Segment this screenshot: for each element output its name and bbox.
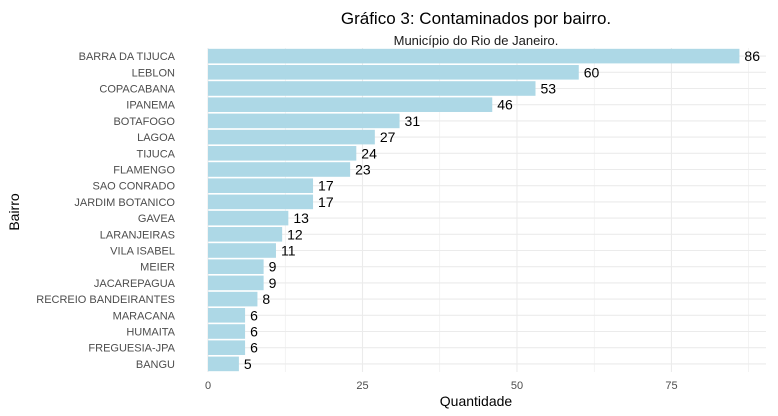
category-label: TIJUCA (137, 148, 176, 160)
bars (208, 48, 740, 372)
category-label: MARACANA (113, 310, 176, 322)
bar (208, 324, 246, 339)
bar (208, 227, 283, 242)
bar (208, 162, 351, 177)
category-label: JACAREPAGUA (94, 278, 176, 290)
data-label: 5 (244, 356, 252, 372)
bar (208, 210, 289, 226)
data-label: 46 (497, 97, 513, 113)
bar (208, 194, 314, 210)
data-label: 6 (250, 324, 258, 340)
category-label: HUMAITA (126, 327, 175, 339)
data-label: 6 (250, 340, 258, 356)
category-label: LARANJEIRAS (100, 229, 175, 241)
bar (208, 340, 246, 355)
category-label: IPANEMA (126, 100, 175, 112)
data-label: 60 (584, 64, 600, 80)
bar (208, 146, 357, 161)
bar (208, 356, 239, 372)
x-tick-label: 0 (205, 380, 211, 392)
x-tick-label: 25 (356, 380, 368, 392)
category-label: JARDIM BOTANICO (74, 197, 175, 209)
data-label: 9 (269, 275, 277, 291)
data-label: 53 (541, 81, 557, 97)
grid-lines (207, 48, 766, 372)
category-label: MEIER (140, 262, 175, 274)
category-label: BOTAFOGO (113, 116, 175, 128)
category-label: COPACABANA (99, 84, 175, 96)
data-label: 9 (269, 259, 277, 275)
data-label: 8 (262, 291, 270, 307)
bar (208, 48, 740, 64)
data-label: 17 (318, 178, 334, 194)
data-label: 6 (250, 307, 258, 323)
bar (208, 113, 400, 129)
bar (208, 178, 314, 193)
category-labels: BARRA DA TIJUCA LEBLON COPACABANA IPANEMA BO… (36, 51, 175, 371)
bar (208, 275, 264, 291)
category-label: VILA ISABEL (110, 246, 175, 258)
category-label: BARRA DA TIJUCA (79, 51, 176, 63)
bar (208, 97, 493, 112)
data-label: 11 (281, 243, 296, 259)
category-label: SAO CONRADO (92, 181, 175, 193)
data-label: 23 (355, 162, 371, 178)
category-label: LAGOA (137, 132, 176, 144)
bar (208, 291, 258, 307)
bar (208, 65, 579, 80)
category-label: FREGUESIA-JPA (88, 343, 175, 355)
data-label: 17 (318, 194, 334, 210)
category-label: FLAMENGO (113, 165, 175, 177)
x-axis-title: Quantidade (440, 393, 513, 409)
bar (208, 81, 536, 96)
y-axis-title: Bairro (6, 193, 22, 231)
x-tick-labels: 0 25 50 75 (205, 380, 678, 392)
category-label: BANGU (136, 359, 175, 371)
bar (208, 129, 375, 145)
x-tick-label: 75 (665, 380, 677, 392)
data-label: 27 (380, 129, 396, 145)
category-label: RECREIO BANDEIRANTES (36, 294, 175, 306)
category-label: LEBLON (132, 67, 175, 79)
data-label: 86 (744, 48, 760, 64)
data-label: 13 (293, 210, 309, 226)
data-label: 31 (405, 113, 421, 129)
x-tick-label: 50 (511, 380, 523, 392)
bar (208, 259, 264, 274)
chart-subtitle: Município do Rio de Janeiro. (394, 33, 559, 48)
data-label: 12 (287, 226, 303, 242)
bar (208, 243, 276, 258)
category-label: GAVEA (138, 213, 176, 225)
bar (208, 308, 246, 323)
data-label: 24 (361, 145, 377, 161)
chart-title: Gráfico 3: Contaminados por bairro. (341, 9, 611, 28)
